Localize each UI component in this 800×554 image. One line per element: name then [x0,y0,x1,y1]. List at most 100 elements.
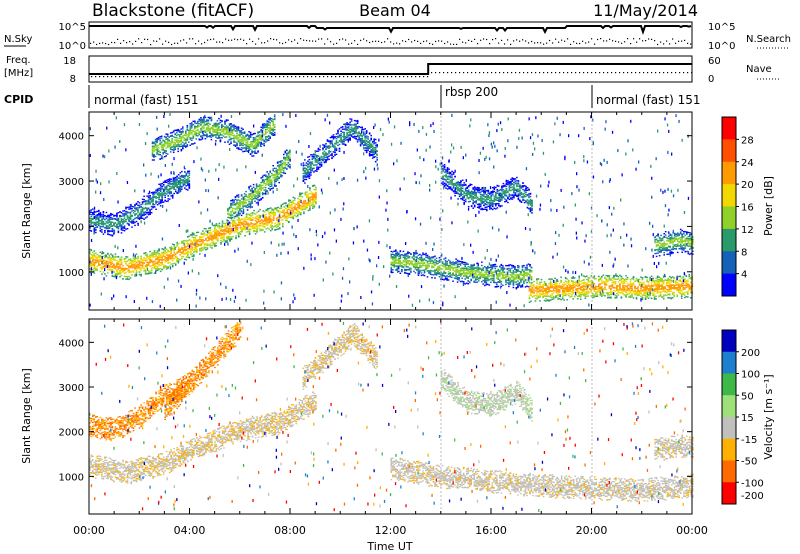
nsearch-point [660,41,662,43]
data-cell [123,272,126,274]
data-cell [200,240,203,242]
data-cell [273,173,276,176]
data-cell [168,198,171,200]
data-cell [207,120,210,122]
data-cell [220,236,222,238]
data-cell [243,195,246,198]
data-cell [168,185,171,188]
data-cell [236,128,238,131]
data-cell [214,229,216,231]
data-cell [301,209,304,211]
data-cell [231,216,234,219]
nave-point [567,72,569,74]
data-cell [267,178,270,181]
nsearch-point [423,40,425,43]
data-cell [150,256,153,258]
data-cell [227,225,230,227]
data-cell [179,249,182,252]
nave-point [227,76,229,78]
data-cell [276,162,279,164]
data-cell [129,271,132,273]
data-cell [140,216,142,218]
nave-point [483,72,485,74]
data-cell [237,139,240,141]
nsky-line [89,25,692,36]
data-cell [150,265,153,267]
data-cell [138,263,141,265]
data-cell [171,197,174,199]
data-cell [176,176,178,178]
data-cell [237,199,240,201]
data-cell [114,268,117,270]
data-cell [278,181,280,184]
data-cell [212,124,214,127]
data-cell [206,127,208,129]
data-cell [89,229,91,232]
data-cell [248,199,250,201]
data-cell [275,177,277,180]
data-cell [218,135,220,137]
data-cell [123,217,126,220]
data-cell [140,257,142,259]
data-cell [117,212,120,214]
data-cell [149,198,151,201]
data-cell [281,171,284,174]
data-cell [187,189,189,191]
data-cell [96,215,99,217]
data-cell [117,262,120,265]
data-cell [226,238,228,240]
data-cell [200,123,202,125]
data-cell [215,131,217,133]
data-cell [257,217,260,219]
data-cell [134,263,136,265]
nsearch-point [216,41,218,43]
data-cell [191,139,193,141]
data-cell [95,260,97,262]
data-cell [241,228,243,230]
data-cell [163,140,166,142]
data-cell [230,127,232,129]
data-cell [224,123,226,125]
data-cell [89,224,91,226]
data-cell [294,197,296,199]
data-cell [185,146,187,148]
data-cell [236,215,238,217]
nsearch-point [588,41,590,43]
data-cell [281,165,284,167]
data-cell [132,222,135,224]
data-cell [135,208,138,210]
data-cell [240,211,243,213]
data-cell [283,161,285,163]
nave-point [387,76,389,78]
data-cell [230,142,232,144]
data-cell [102,258,105,261]
nsearch-point [441,40,443,42]
data-cell [216,130,219,132]
nave-point [651,72,653,74]
data-cell [278,169,280,171]
data-cell [239,141,241,144]
data-cell [228,136,231,138]
data-cell [128,206,130,208]
data-cell [249,131,252,134]
nsearch-point [225,38,227,40]
data-cell [295,215,298,217]
data-cell [287,165,290,168]
data-cell [315,201,317,203]
data-cell [226,222,228,224]
data-cell [294,205,296,207]
data-cell [264,125,267,127]
data-cell [146,202,148,204]
data-cell [261,192,264,194]
data-cell [292,210,295,213]
data-cell [105,226,108,228]
data-cell [193,251,195,253]
data-cell [209,123,211,125]
data-cell [175,144,178,146]
data-cell [236,224,239,226]
data-cell [233,207,235,210]
data-cell [236,219,239,221]
data-cell [280,216,283,219]
data-cell [195,127,198,129]
data-cell [279,165,282,167]
